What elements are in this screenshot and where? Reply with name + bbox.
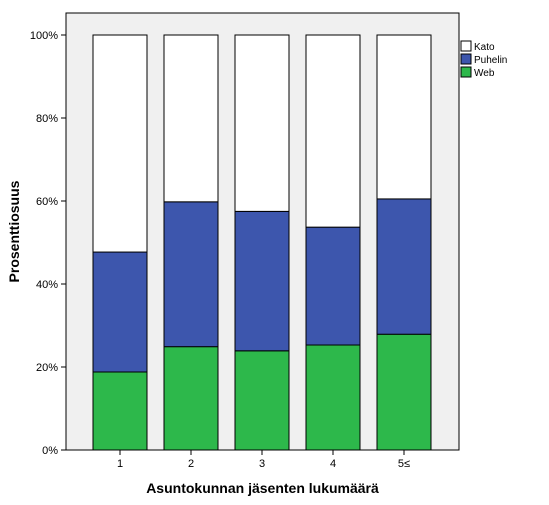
bar-puhelin-3 <box>234 210 290 352</box>
bar-kato-2 <box>163 34 219 203</box>
legend-swatch-puhelin <box>460 53 472 65</box>
x-tick-label: 5≤ <box>398 458 410 470</box>
y-tick-label: 60% <box>36 196 58 208</box>
bar-kato-1 <box>92 34 148 253</box>
y-tick-label: 20% <box>36 362 58 374</box>
y-tick-label: 80% <box>36 113 58 125</box>
legend: Kato Puhelin Web <box>460 40 507 79</box>
y-tick-label: 0% <box>42 445 58 457</box>
legend-label-kato: Kato <box>474 42 495 53</box>
bar-puhelin-5 <box>376 198 432 335</box>
y-axis: 0% 20% 40% 60% 80% 100% <box>30 30 66 457</box>
y-tick-label: 100% <box>30 30 58 42</box>
y-axis-title: Prosenttiosuus <box>6 180 22 282</box>
bar-kato-5 <box>376 34 432 200</box>
x-tick-label: 2 <box>188 458 194 470</box>
bar-web-1 <box>92 371 148 451</box>
bar-web-2 <box>163 346 219 451</box>
bar-kato-4 <box>305 34 361 228</box>
x-tick-label: 1 <box>117 458 123 470</box>
x-axis: 1 2 3 4 5≤ <box>117 450 410 470</box>
bar-puhelin-2 <box>163 201 219 348</box>
bars-group <box>92 34 432 451</box>
legend-label-web: Web <box>474 68 495 79</box>
bar-web-3 <box>234 350 290 451</box>
legend-label-puhelin: Puhelin <box>474 55 507 66</box>
y-tick-label: 40% <box>36 279 58 291</box>
x-tick-label: 3 <box>259 458 265 470</box>
bar-web-4 <box>305 344 361 451</box>
legend-swatch-kato <box>460 40 472 52</box>
bar-puhelin-4 <box>305 226 361 346</box>
bar-kato-3 <box>234 34 290 212</box>
bar-puhelin-1 <box>92 251 148 373</box>
x-axis-title: Asuntokunnan jäsenten lukumäärä <box>146 480 379 496</box>
bar-web-5 <box>376 333 432 451</box>
legend-swatch-web <box>460 66 472 78</box>
x-tick-label: 4 <box>330 458 336 470</box>
